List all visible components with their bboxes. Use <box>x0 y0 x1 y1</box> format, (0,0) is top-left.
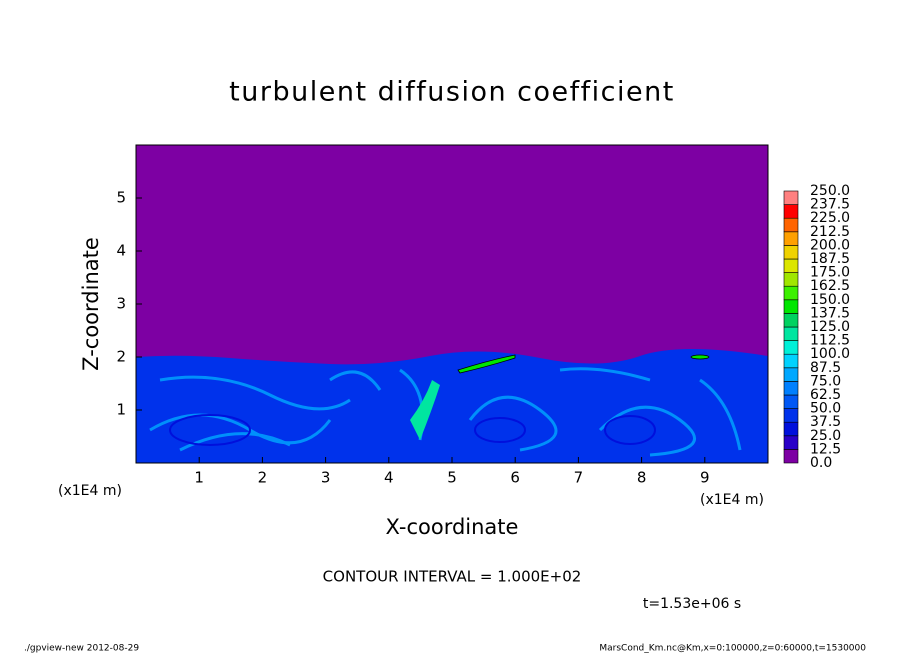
colorbar-box <box>783 449 799 464</box>
x-unit: (x1E4 m) <box>58 483 122 499</box>
colorbar-label: 187.5 <box>810 251 850 267</box>
colorbar-label: 162.5 <box>810 278 850 294</box>
colorbar-label: 25.0 <box>810 428 841 444</box>
colorbar-box <box>783 285 799 301</box>
high-patch <box>457 354 516 374</box>
field <box>136 145 768 463</box>
colorbar-label: 200.0 <box>810 237 850 253</box>
time-label: t=1.53e+06 s <box>643 596 741 612</box>
y-tick-label: 1 <box>116 401 126 419</box>
x-unit: (x1E4 m) <box>700 492 764 508</box>
colorbar-box <box>783 204 799 219</box>
colorbar-label: 250.0 <box>810 183 850 199</box>
colorbar-box <box>783 190 799 205</box>
colorbar-label: 75.0 <box>810 373 841 389</box>
y-tick-label: 3 <box>116 295 126 313</box>
colorbar-label: 0.0 <box>810 455 832 471</box>
x-tick-label: 2 <box>258 469 268 487</box>
x-tick-label: 6 <box>510 469 520 487</box>
colorbar-box <box>783 421 799 437</box>
footer-left: ./gpview-new 2012-08-29 <box>24 644 139 654</box>
y-tick-label: 4 <box>116 242 126 260</box>
colorbar-box <box>783 258 799 273</box>
colorbar-label: 137.5 <box>810 305 850 321</box>
x-tick-label: 8 <box>637 469 647 487</box>
x-axis-label: X-coordinate <box>386 515 519 539</box>
colorbar-box <box>783 394 799 409</box>
x-tick-label: 4 <box>384 469 394 487</box>
x-tick-label: 5 <box>447 469 457 487</box>
chart-title: turbulent diffusion coefficient <box>229 77 675 108</box>
colorbar-box <box>783 381 799 396</box>
x-tick-label: 7 <box>574 469 584 487</box>
footer-right: MarsCond_Km.nc@Km,x=0:100000,z=0:60000,t… <box>599 644 866 654</box>
colorbar-box <box>783 313 799 328</box>
colorbar-box <box>783 326 799 341</box>
colorbar-label: 125.0 <box>810 319 850 335</box>
y-tick-label: 5 <box>116 189 126 207</box>
contour-interval: CONTOUR INTERVAL = 1.000E+02 <box>323 568 582 586</box>
x-tick-label: 1 <box>194 469 204 487</box>
colorbar-label: 12.5 <box>810 441 841 457</box>
colorbar-label: 175.0 <box>810 265 850 281</box>
colorbar-label: 212.5 <box>810 224 850 240</box>
colorbar-label: 37.5 <box>810 414 841 430</box>
colorbar-label: 62.5 <box>810 387 841 403</box>
turbulent-layer <box>136 349 768 463</box>
x-tick-label: 9 <box>700 469 710 487</box>
colorbar-box <box>783 272 799 287</box>
colorbar-label: 112.5 <box>810 333 850 349</box>
colorbar-box <box>783 435 799 450</box>
colorbar-label: 87.5 <box>810 360 841 376</box>
y-tick-label: 2 <box>116 348 126 366</box>
colorbar-label: 100.0 <box>810 346 850 362</box>
x-tick-label: 3 <box>321 469 331 487</box>
colorbar-label: 50.0 <box>810 401 841 417</box>
colorbar-box <box>783 231 799 246</box>
high-patch <box>690 354 710 360</box>
colorbar-box <box>783 367 799 382</box>
colorbar-label: 225.0 <box>810 210 850 226</box>
colorbar-box <box>783 408 799 423</box>
colorbar-label: 150.0 <box>810 292 850 308</box>
y-axis-label: Z-coordinate <box>79 237 103 371</box>
colorbar-label: 237.5 <box>810 197 850 213</box>
plume <box>410 380 440 440</box>
colorbar-box <box>783 299 799 314</box>
colorbar-box <box>783 353 799 369</box>
colorbar-box <box>783 340 799 355</box>
colorbar-box <box>783 217 799 233</box>
colorbar-box <box>783 245 799 260</box>
eddy-cores <box>169 414 656 446</box>
